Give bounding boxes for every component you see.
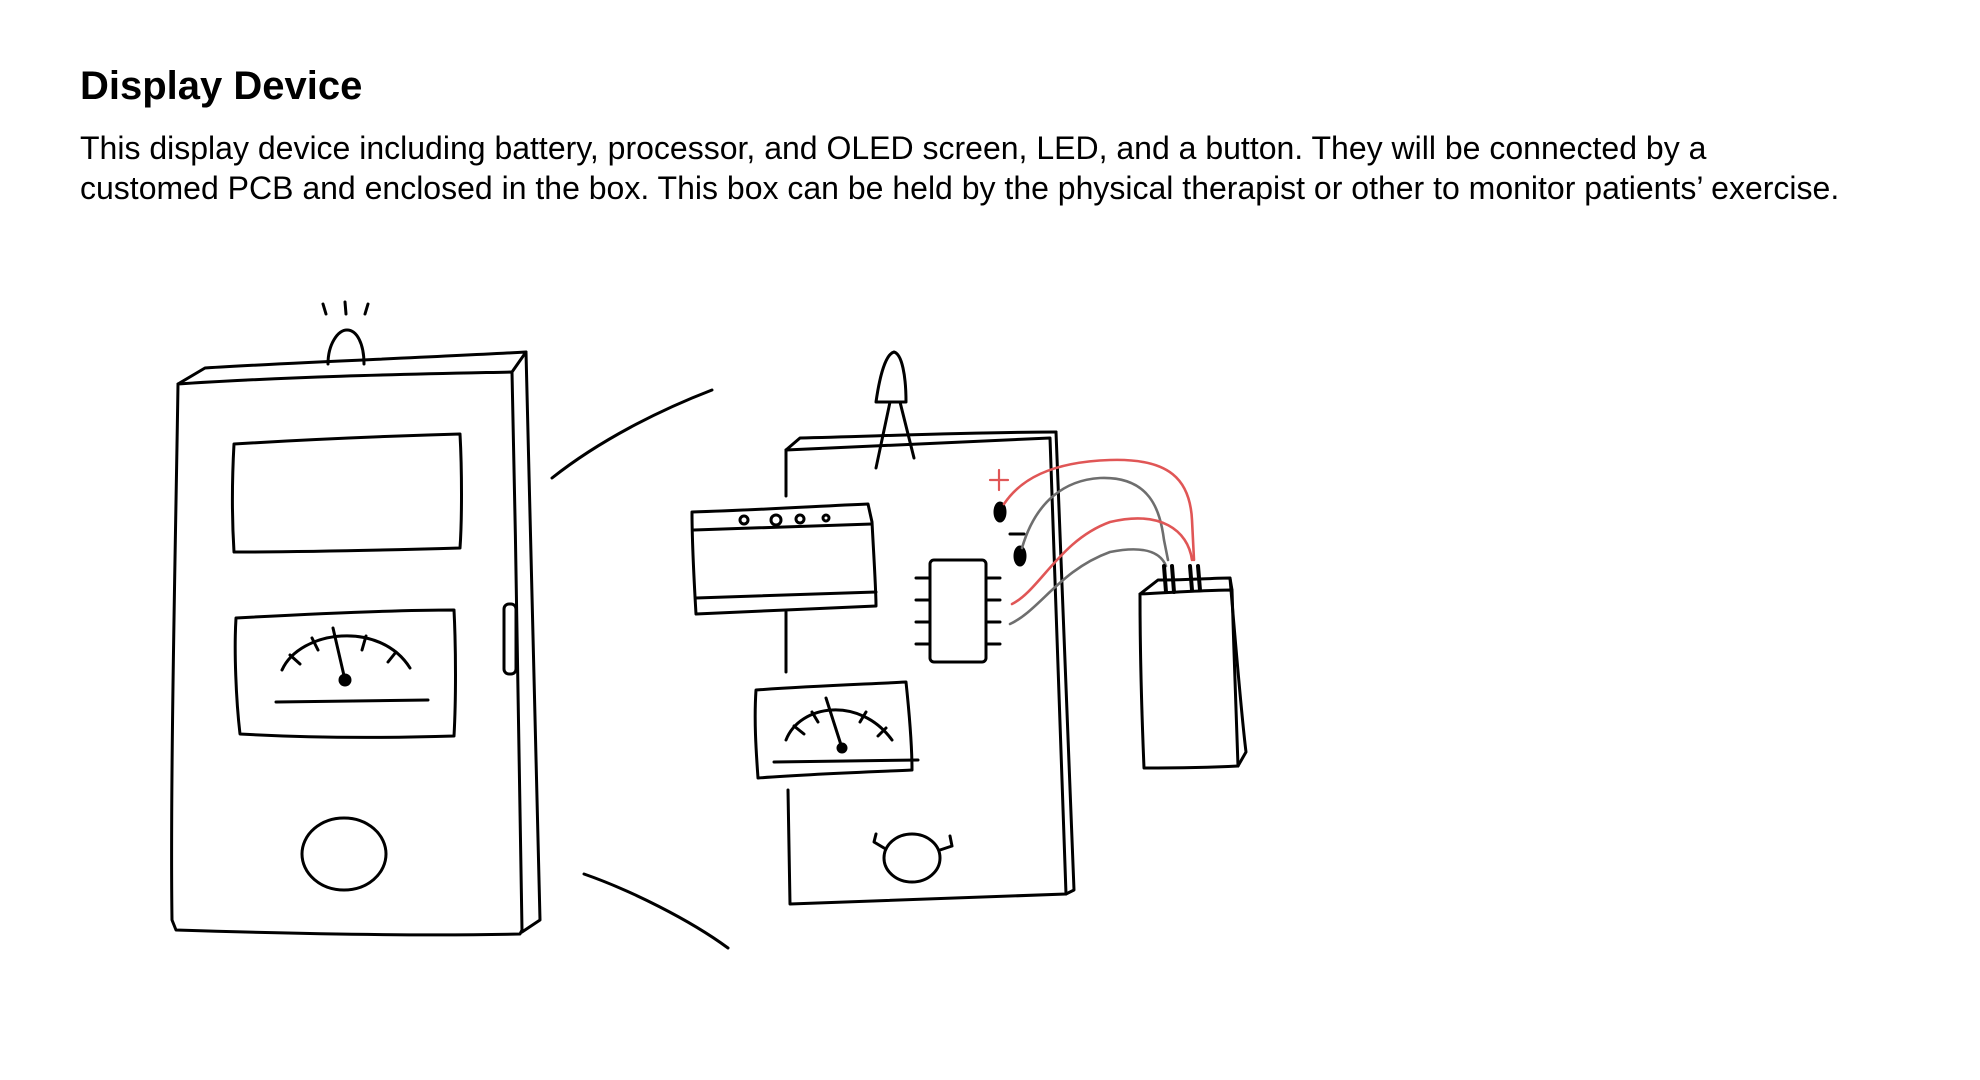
negative-terminal	[1013, 545, 1027, 567]
description-paragraph: This display device including battery, p…	[80, 128, 1980, 208]
oled-pin-4	[821, 513, 831, 523]
battery-lead-2	[1170, 564, 1176, 594]
wire-negative-lower	[1008, 548, 1168, 626]
pcb-button-leg-left	[872, 832, 886, 850]
device-side-face	[520, 350, 542, 934]
pcb-board-right-edge	[1054, 430, 1076, 896]
positive-terminal	[993, 501, 1007, 523]
pcb-gauge-tick-2	[810, 710, 820, 724]
pcb-gauge-tick-3	[858, 710, 868, 724]
led-dome	[326, 328, 366, 366]
pcb-gauge-baseline	[772, 758, 920, 764]
zoom-line-bottom	[582, 872, 730, 950]
gauge-baseline	[274, 698, 430, 704]
oled-pin-1	[738, 514, 750, 526]
pcb-gauge-tick-1	[792, 724, 806, 736]
pcb-led-leg-left	[874, 400, 892, 470]
oled-pin-2	[769, 513, 783, 527]
battery	[1138, 564, 1248, 770]
pcb-gauge-needle	[824, 696, 844, 750]
zoom-line-top	[550, 388, 714, 480]
pcb-led	[874, 350, 908, 404]
side-button	[502, 602, 518, 676]
pcb-button-leg-right	[938, 834, 954, 852]
device-top-face	[176, 350, 528, 386]
device-body-outline	[170, 370, 524, 937]
battery-lead-3	[1188, 564, 1194, 592]
gauge-tick-2	[310, 636, 320, 652]
page-title: Display Device	[80, 64, 363, 108]
wire-negative-upper	[1020, 476, 1170, 562]
pcb-layout	[690, 350, 1076, 906]
enclosed-device	[170, 300, 542, 937]
battery-lead-4	[1196, 564, 1202, 592]
oled-module	[690, 502, 878, 616]
oled-pin-3	[794, 513, 806, 525]
pcb-board-outline	[784, 436, 1068, 906]
battery-wires	[1002, 458, 1196, 626]
wire-positive-lower	[1010, 517, 1194, 606]
led-ray-right	[363, 302, 370, 316]
processor-chip	[928, 558, 988, 664]
gauge-tick-3	[360, 634, 368, 652]
gauge-tick-1	[288, 653, 302, 666]
pcb-gauge-pivot	[836, 742, 848, 754]
gauge-needle	[331, 626, 347, 682]
led-ray-left	[321, 302, 328, 316]
gauge-pivot	[338, 673, 352, 687]
pcb-gauge-tick-4	[876, 726, 888, 738]
oled-module-divider-top	[692, 522, 874, 532]
paragraph-line-1: This display device including battery, p…	[80, 130, 1707, 166]
pcb-gauge-window	[753, 680, 914, 780]
gauge-tick-4	[386, 650, 398, 664]
pcb-board-top-edge	[784, 430, 1058, 452]
led-ray-mid	[343, 300, 348, 316]
battery-side-face	[1228, 576, 1248, 768]
battery-lead-1	[1162, 564, 1168, 594]
pcb-gauge-arc	[784, 708, 894, 742]
oled-module-divider-bottom	[694, 590, 878, 600]
pcb-led-leg-right	[898, 400, 916, 460]
paragraph-line-2: customed PCB and enclosed in the box. Th…	[80, 170, 1840, 206]
battery-body	[1138, 588, 1240, 770]
push-button	[300, 816, 388, 892]
gauge-window-outline	[233, 608, 457, 739]
pcb-button	[882, 832, 942, 884]
oled-screen-outline	[231, 432, 463, 554]
wire-positive-upper	[1002, 458, 1196, 562]
